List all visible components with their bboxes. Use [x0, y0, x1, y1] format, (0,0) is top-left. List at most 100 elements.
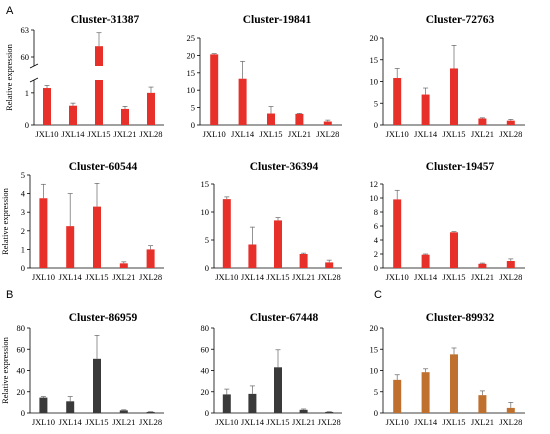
category-label: JXL15	[442, 417, 465, 427]
bar	[95, 80, 103, 125]
bar	[421, 372, 430, 413]
y-tick-label: 63	[21, 25, 30, 35]
category-label: JXL21	[113, 129, 136, 139]
bar	[506, 407, 515, 413]
y-tick-label: 5	[191, 103, 195, 113]
bar	[147, 92, 155, 125]
panel-letter-c: C	[374, 289, 382, 301]
panel-letter-a: A	[6, 5, 14, 17]
category-label: JXL15	[266, 272, 289, 282]
category-label: JXL10	[386, 272, 409, 282]
y-tick-label: 5	[205, 235, 209, 245]
y-tick-label: 80	[17, 323, 26, 333]
category-label: JXL15	[85, 272, 108, 282]
bar	[119, 263, 128, 268]
category-label: JXL28	[316, 129, 339, 139]
y-tick-label: 8	[374, 207, 378, 217]
bar	[43, 88, 51, 125]
bar	[325, 262, 334, 268]
chart-cluster-31387: Cluster-31387 0 1 60 63 Relative expression JX…	[4, 14, 164, 139]
y-tick-label: 2	[21, 226, 25, 236]
y-tick-label: 20	[370, 33, 379, 43]
y-tick-label: 0	[21, 408, 25, 418]
y-tick-label: 0	[205, 263, 209, 273]
bar	[121, 108, 129, 125]
category-label: JXL10	[203, 129, 226, 139]
bar	[323, 121, 332, 125]
category-label: JXL10	[386, 129, 409, 139]
chart-title: Cluster-60544	[69, 161, 138, 173]
bar	[478, 118, 487, 125]
bar	[222, 394, 231, 413]
y-tick-label: 15	[187, 68, 196, 78]
y-tick-label: 20	[370, 323, 379, 333]
bar	[238, 78, 247, 125]
chart-title: Cluster-19841	[243, 14, 312, 26]
y-tick-label: 0	[374, 408, 378, 418]
bar	[146, 411, 155, 413]
category-label: JXL21	[471, 272, 494, 282]
category-label: JXL28	[499, 272, 522, 282]
chart-cluster-89932: Cluster-89932 0 5 10 15 20 JXL10 JXL14 JXL15 JXL2…	[370, 312, 525, 427]
y-tick-label: 20	[187, 50, 196, 60]
bar	[325, 411, 334, 413]
category-label: JXL28	[139, 272, 162, 282]
chart-title: Cluster-67448	[250, 312, 319, 324]
category-label: JXL21	[288, 129, 311, 139]
y-tick-label: 40	[17, 366, 26, 376]
chart-cluster-19457: Cluster-19457 0 2 4 6 8 10 12 JXL10 JXL14 JXL15 JXL…	[370, 161, 525, 282]
category-label: JXL21	[112, 272, 135, 282]
bar	[39, 198, 48, 268]
category-label: JXL10	[32, 417, 55, 427]
chart-title: Cluster-36394	[250, 161, 319, 173]
y-tick-label: 10	[187, 85, 196, 95]
y-tick-label: 15	[201, 179, 210, 189]
category-label: JXL21	[292, 272, 315, 282]
y-tick-label: 60	[21, 52, 30, 62]
y-tick-label: 4	[374, 235, 379, 245]
bar	[421, 254, 430, 268]
bar	[93, 206, 101, 268]
y-tick-label: 20	[17, 387, 26, 397]
chart-cluster-36394: Cluster-36394 0 5 10 15 JXL10 JXL14 JXL15 JXL21 J…	[201, 161, 342, 282]
y-tick-label: 25	[187, 33, 196, 43]
y-tick-label: 0	[205, 408, 209, 418]
category-label: JXL15	[266, 417, 289, 427]
axis-break-mark	[29, 77, 39, 83]
category-label: JXL15	[442, 129, 465, 139]
category-label: JXL15	[87, 129, 110, 139]
y-tick-label: 10	[370, 77, 379, 87]
y-tick-label: 40	[201, 366, 210, 376]
bar	[210, 54, 219, 125]
category-label: JXL10	[215, 272, 238, 282]
bar	[267, 113, 275, 125]
category-label: JXL14	[59, 417, 83, 427]
axis-break-mark	[29, 63, 39, 69]
y-axis-label: Relative expression	[0, 336, 10, 404]
panel-letter-b: B	[6, 289, 13, 301]
bar	[295, 113, 304, 125]
bar	[248, 244, 257, 268]
category-label: JXL14	[414, 129, 438, 139]
y-tick-label: 3	[21, 207, 25, 217]
y-tick-label: 0	[374, 263, 378, 273]
category-label: JXL14	[414, 272, 438, 282]
category-label: JXL15	[442, 272, 465, 282]
category-label: JXL28	[139, 417, 162, 427]
chart-title: Cluster-31387	[71, 14, 140, 26]
y-tick-label: 20	[201, 387, 210, 397]
y-tick-label: 5	[374, 387, 378, 397]
category-label: JXL10	[215, 417, 238, 427]
bar	[274, 367, 282, 413]
y-tick-label: 80	[201, 323, 210, 333]
bar	[119, 410, 128, 413]
bar	[93, 358, 101, 413]
bar	[39, 397, 48, 413]
y-tick-label: 2	[374, 249, 378, 259]
y-tick-label: 10	[370, 366, 379, 376]
bar	[450, 68, 458, 125]
category-label: JXL28	[499, 129, 522, 139]
bar	[393, 379, 402, 413]
